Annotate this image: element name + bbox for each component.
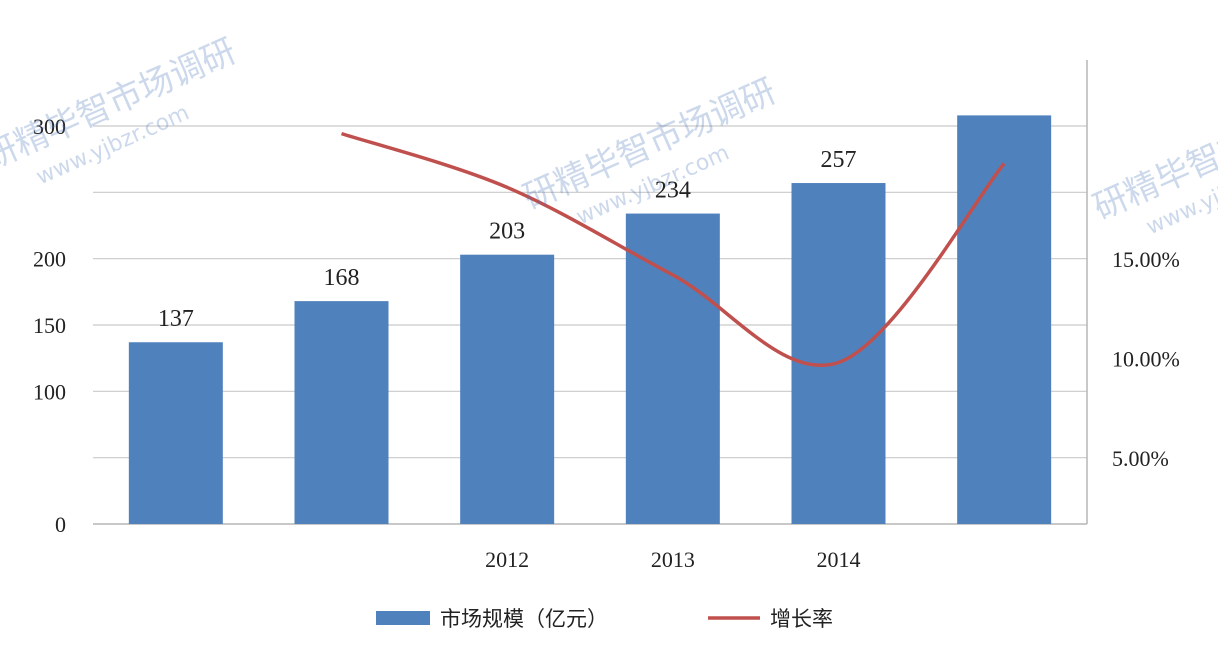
left-tick-label: 100 <box>33 379 66 404</box>
axes <box>93 60 1088 525</box>
bar <box>128 342 223 524</box>
right-axis-ticks: 5.00% 10.00% 15.00% <box>1112 247 1180 471</box>
watermark-text-cn: 研精毕智市场调研 <box>0 31 242 178</box>
legend-label-line: 增长率 <box>770 607 833 631</box>
bar-series <box>128 115 1052 525</box>
right-tick-label: 5.00% <box>1112 446 1169 471</box>
bar <box>460 254 555 525</box>
bar-data-label: 203 <box>489 219 525 245</box>
legend: 市场规模（亿元） 增长率 <box>376 607 833 631</box>
left-tick-label: 150 <box>33 313 66 338</box>
left-tick-label: 200 <box>33 247 66 272</box>
right-tick-label: 10.00% <box>1112 347 1180 372</box>
right-tick-label: 15.00% <box>1112 247 1180 272</box>
line-series <box>340 131 1006 367</box>
legend-swatch-bar <box>376 611 430 625</box>
bar-data-labels: 137 168 203 234 257 <box>158 147 857 332</box>
left-tick-label: 0 <box>55 512 66 537</box>
bar-data-label: 257 <box>821 147 857 173</box>
bar-data-label: 137 <box>158 306 194 332</box>
x-tick-label: 2012 <box>485 547 529 572</box>
bar-data-label: 168 <box>324 265 360 291</box>
gridlines <box>93 125 1087 459</box>
x-tick-label: 2013 <box>651 547 695 572</box>
left-axis-ticks: 0 100 150 200 300 <box>33 114 66 537</box>
bar <box>791 183 886 524</box>
x-axis-ticks: 2012 2013 2014 <box>485 547 860 572</box>
bar <box>625 213 720 524</box>
left-tick-label: 300 <box>33 114 66 139</box>
legend-label-bar: 市场规模（亿元） <box>440 607 608 631</box>
growth-rate-line <box>340 131 1006 367</box>
bar-data-label: 234 <box>655 178 691 204</box>
bar <box>294 301 389 524</box>
bar <box>957 115 1052 525</box>
x-tick-label: 2014 <box>817 547 861 572</box>
